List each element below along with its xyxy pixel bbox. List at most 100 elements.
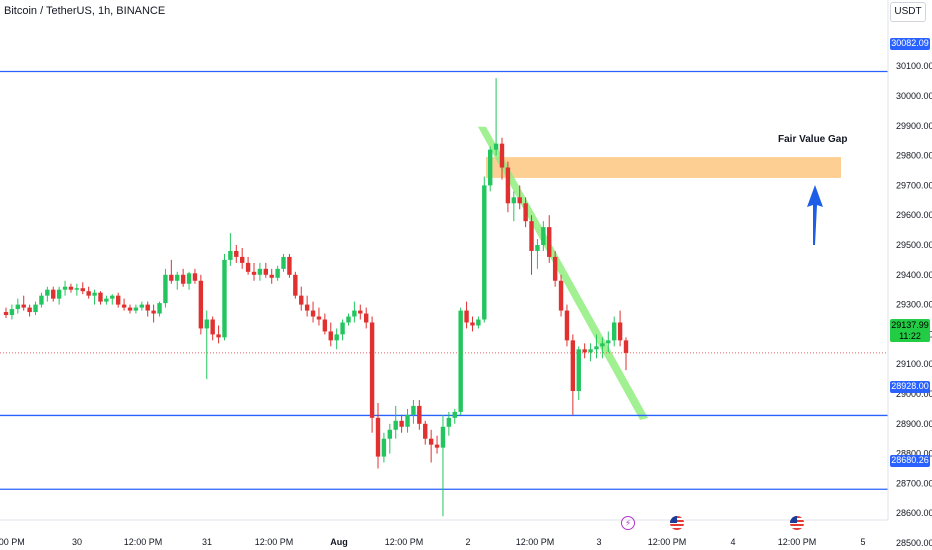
candle [558,274,564,317]
candle-body [529,221,534,251]
candle-body [163,274,168,304]
currency-selector-button[interactable]: USDT [890,2,926,22]
candle [417,399,422,430]
candle [541,221,546,251]
candle [458,307,463,415]
candle-body [552,256,558,281]
us-flag-event-icon[interactable] [670,516,684,530]
candle-body [121,304,127,308]
candle [145,301,150,317]
candle [104,295,109,305]
price-tick-label: 28600.00 [896,508,932,518]
candle-body [80,288,85,292]
candle-body [399,420,404,427]
price-tick-label: 28800.00 [896,449,932,459]
candle [487,146,493,192]
candle [334,328,339,350]
price-tick-label: 29900.00 [896,121,932,131]
candle [204,310,209,380]
candle [464,301,469,329]
candle [299,286,304,311]
us-flag-canton [790,516,797,523]
time-tick-label: 12:00 PM [516,537,555,547]
candle-body [387,429,393,439]
candle-body [558,280,564,311]
candle-body [375,417,381,457]
price-tick-label: 28700.00 [896,478,932,488]
candle [322,313,328,335]
candle-body [440,426,446,448]
candle-body [617,322,623,341]
candle-body [606,340,611,344]
candle-body [56,289,62,299]
candle [552,250,558,287]
candle-body [110,295,115,299]
candle [440,414,446,517]
time-tick-label: 3 [596,537,601,547]
candle-body [358,310,363,314]
candle [570,334,576,415]
top-level-price-tag: 30082.09 [890,38,930,50]
candle [293,271,298,299]
candle-body [363,313,369,323]
candle-body [517,197,522,204]
time-tick-label: 2 [465,537,470,547]
candle-body [611,322,617,341]
candle [163,268,168,308]
candle-body [204,319,209,329]
price-tick-label: 29600.00 [896,210,932,220]
lightning-event-icon[interactable]: ⚡ [621,516,635,530]
price-tick-label: 29300.00 [896,300,932,310]
candle [245,256,251,275]
candle-body [352,310,357,317]
candle [363,307,369,329]
candle-body [92,292,97,296]
time-tick-label: 12:00 PM [124,537,163,547]
candle-body [263,268,269,275]
candle-body [582,349,587,353]
candle [251,262,257,281]
time-axis[interactable]: 2:00 PM 30 12:00 PM 31 12:00 PM Aug 12:00 PM 2 1… [0,537,866,547]
candle-body [594,346,599,350]
us-flag-canton [670,516,677,523]
price-tick-label: 29700.00 [896,180,932,190]
candle-body [234,250,239,257]
candle [446,411,452,436]
candle [222,253,227,341]
time-tick-label: 12:00 PM [778,537,817,547]
time-tick-label: 31 [202,537,212,547]
candle [68,283,74,293]
candle [210,316,215,341]
candle [576,346,581,400]
candle-body [51,289,56,299]
candle-body [3,312,9,316]
candle [611,316,617,347]
candle [328,322,333,347]
candle [352,301,357,323]
candle-body [470,322,475,326]
candle [505,161,511,213]
price-tick-label: 30000.00 [896,91,932,101]
price-axis[interactable]: 28500.00 28600.00 28700.00 28800.00 28900.00… [896,61,932,548]
candle [92,289,97,305]
candle-body [151,310,156,314]
candle [169,259,174,284]
candle [482,176,487,323]
candle [358,304,363,320]
candle [62,280,68,296]
candle [582,343,587,359]
candle [434,435,440,454]
candle [304,295,310,317]
candle-body [275,268,280,278]
us-flag-event-icon-2[interactable] [790,516,804,530]
candle-body [180,274,186,284]
candle [623,337,629,371]
candle [198,274,204,335]
candle-body [245,262,251,272]
candle [393,405,398,439]
chart-title: Bitcoin / TetherUS, 1h, BINANCE [4,5,166,17]
candle-body [322,319,328,332]
candle-body [523,203,528,222]
candle-body [446,417,452,427]
